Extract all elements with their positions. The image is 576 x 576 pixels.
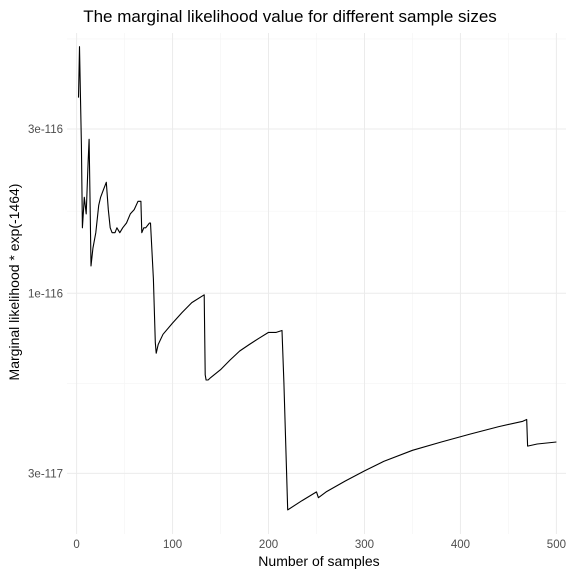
- major-gridlines: [67, 33, 566, 534]
- x-tick-label: 0: [73, 539, 79, 551]
- y-tick-label: 3e-117: [28, 468, 63, 480]
- minor-gridlines: [67, 33, 566, 534]
- x-tick-label: 400: [451, 539, 470, 551]
- x-tick-label: 300: [355, 539, 374, 551]
- x-tick-label: 100: [163, 539, 182, 551]
- y-axis-ticks: 3e-117 1e-116 3e-116: [28, 124, 63, 480]
- y-tick-label: 1e-116: [28, 288, 63, 300]
- x-tick-label: 500: [547, 539, 566, 551]
- chart-title: The marginal likelihood value for differ…: [83, 7, 497, 26]
- series-layer: [77, 46, 557, 511]
- y-axis-title: Marginal likelihood * exp(-1464): [6, 184, 22, 381]
- x-axis-ticks: 0 100 200 300 400 500: [73, 539, 566, 551]
- y-tick-label: 3e-116: [28, 124, 63, 136]
- series-line: [77, 46, 557, 511]
- x-tick-label: 200: [259, 539, 278, 551]
- x-axis-title: Number of samples: [258, 553, 379, 569]
